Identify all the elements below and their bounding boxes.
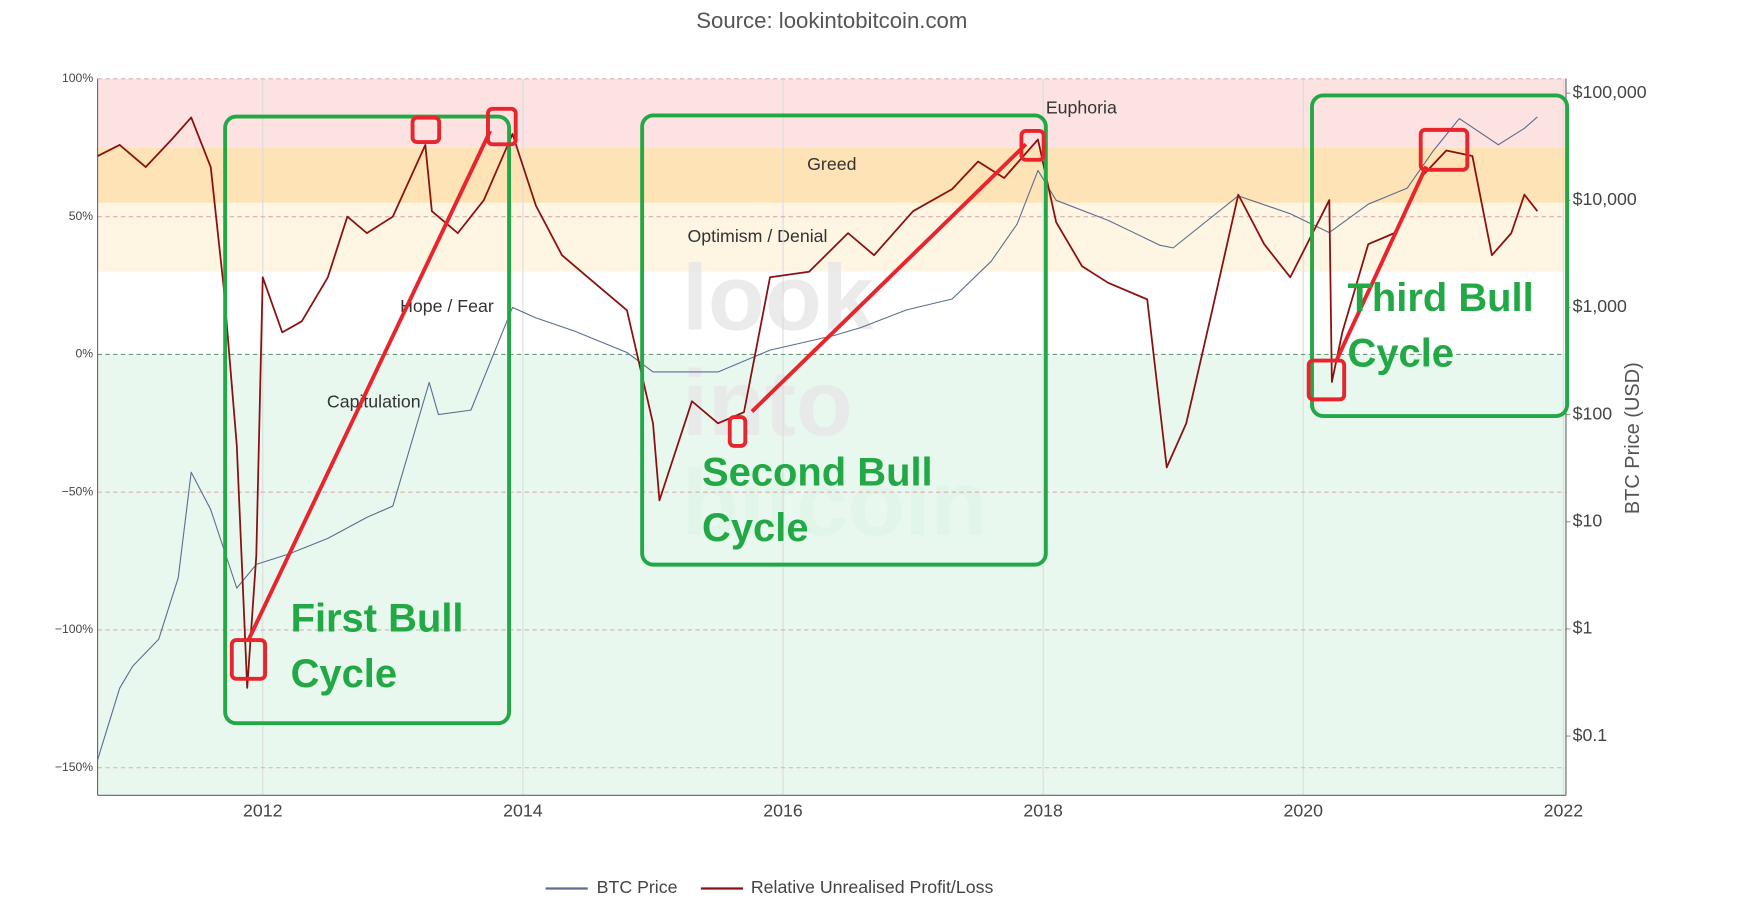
trend-line: [750, 142, 1028, 413]
x-tick-label: 2022: [1544, 801, 1583, 821]
y2-tick-label: $1,000: [1573, 296, 1627, 316]
y2-tick-label: $10,000: [1573, 189, 1637, 209]
legend-label: Relative Unrealised Profit/Loss: [751, 877, 994, 897]
y-tick-label: 100%: [62, 71, 93, 85]
y2-tick-label: $100: [1573, 403, 1613, 423]
highlight-square: [1019, 129, 1046, 162]
zone-band: [97, 271, 1566, 355]
annotation-box: [1310, 93, 1570, 418]
y-tick-label: −50%: [62, 484, 94, 498]
y-tick-label: −150%: [55, 760, 93, 774]
x-tick-label: 2018: [1023, 801, 1063, 821]
annotation-box: [223, 114, 511, 726]
watermark: into: [682, 351, 853, 455]
y2-tick-label: $100,000: [1573, 82, 1647, 102]
zone-label: Hope / Fear: [400, 296, 494, 316]
x-tick-label: 2012: [243, 801, 282, 821]
highlight-square: [727, 415, 748, 448]
x-tick-label: 2016: [763, 801, 803, 821]
series-line: [97, 116, 1539, 689]
annotation-text: Cycle: [291, 652, 398, 696]
y2-axis-label: BTC Price (USD): [1622, 362, 1644, 514]
x-tick-label: 2014: [503, 801, 543, 821]
watermark: look: [682, 246, 874, 350]
watermark: bitcoin: [682, 451, 987, 555]
trend-line: [246, 130, 492, 641]
y2-tick-label: $1: [1573, 618, 1593, 638]
zone-band: [97, 78, 1566, 148]
y2-tick-label: $10: [1573, 510, 1603, 530]
y2-tick-label: $0.1: [1573, 725, 1608, 745]
annotation-box: [640, 113, 1048, 567]
annotation-text: First Bull: [291, 597, 464, 641]
highlight-square: [486, 106, 518, 147]
x-tick-label: 2020: [1284, 801, 1324, 821]
legend-label: BTC Price: [597, 877, 678, 897]
annotation-text: Third Bull: [1348, 276, 1534, 320]
annotation-text: Second Bull: [702, 450, 933, 494]
annotation-text: Cycle: [702, 506, 809, 550]
zone-label: Greed: [807, 154, 856, 174]
y-tick-label: 0%: [76, 347, 94, 361]
trend-line: [1334, 165, 1429, 362]
highlight-square: [410, 115, 442, 145]
highlight-square: [1418, 127, 1470, 172]
highlight-square: [1306, 358, 1347, 402]
zone-label: Euphoria: [1046, 97, 1117, 117]
zone-band: [97, 147, 1566, 203]
y-tick-label: 50%: [69, 209, 94, 223]
series-line: [97, 116, 1538, 760]
y-tick-label: −100%: [55, 622, 93, 636]
zone-label: Optimism / Denial: [688, 226, 828, 246]
chart-title: Source: lookintobitcoin.com: [696, 8, 967, 33]
zone-label: Capitulation: [327, 391, 421, 411]
annotation-text: Cycle: [1348, 332, 1455, 376]
